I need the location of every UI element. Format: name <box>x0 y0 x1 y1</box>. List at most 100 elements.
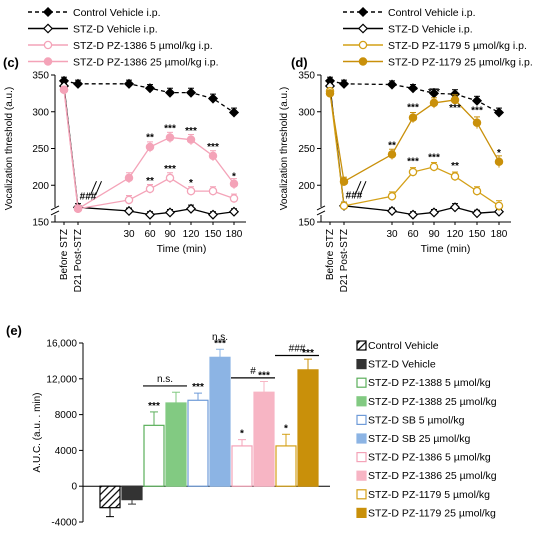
y-axis-title: Vocalization threshold (a.u.) <box>4 87 15 210</box>
data-point <box>429 98 439 108</box>
line-panel-c: Control Vehicle i.p. STZ-D Vehicle i.p. ST… <box>3 6 246 292</box>
data-point <box>428 207 440 218</box>
significance-label: ** <box>146 132 154 143</box>
x-tick-label: 180 <box>226 229 243 240</box>
x-tick-label: Before STZ <box>59 229 70 280</box>
data-point <box>72 78 84 89</box>
data-point <box>471 95 483 106</box>
data-point <box>387 150 397 159</box>
data-point <box>229 194 239 203</box>
data-point <box>407 209 419 220</box>
significance-label: *** <box>471 105 483 116</box>
legend-swatch <box>356 340 367 351</box>
y-tick-label: 200 <box>298 181 315 192</box>
data-point <box>208 186 218 196</box>
data-point <box>387 192 397 201</box>
y-tick-label: 300 <box>298 107 315 118</box>
axis-break-mask <box>318 206 324 215</box>
series-3 <box>325 89 504 186</box>
data-point <box>145 142 155 152</box>
legend-label: STZ-D PZ-1179 25 µmol/kg <box>368 507 496 519</box>
data-point <box>386 79 398 90</box>
data-point <box>145 184 155 194</box>
significance-label: ### <box>80 191 97 202</box>
comparison-label: ### <box>289 344 306 355</box>
significance-label: *** <box>258 370 270 381</box>
y-tick-label: 250 <box>32 144 49 155</box>
data-point <box>59 85 69 94</box>
series-0 <box>324 75 505 118</box>
data-point <box>144 209 156 220</box>
y-tick-label: 200 <box>32 181 49 192</box>
data-point <box>165 173 175 183</box>
data-point <box>185 87 197 98</box>
legend-swatch <box>356 359 367 370</box>
significance-label: *** <box>407 157 419 168</box>
significance-label: *** <box>449 103 461 114</box>
y-tick-label: 4000 <box>55 446 78 457</box>
legend-swatch <box>356 433 367 444</box>
axis-break-mask <box>52 206 58 215</box>
data-point <box>494 201 504 211</box>
data-point <box>124 173 134 183</box>
data-point <box>493 206 505 217</box>
data-point <box>164 87 176 98</box>
x-tick-label: D21 Post-STZ <box>339 229 350 292</box>
significance-label: ** <box>146 176 154 187</box>
data-point <box>386 205 398 217</box>
data-point <box>471 208 483 219</box>
series-3 <box>59 85 239 214</box>
legend-label: STZ-D PZ-1179 5 µmol/kg <box>368 489 490 501</box>
data-point <box>449 202 461 213</box>
legend-label: STZ-D PZ-1386 5 µmol/kg i.p. <box>73 40 213 52</box>
significance-label: *** <box>428 152 440 163</box>
data-point <box>144 83 156 94</box>
bar <box>99 485 121 509</box>
panel-label: (e) <box>6 323 22 338</box>
x-tick-label: D21 Post-STZ <box>73 229 84 292</box>
axis-break-mark <box>316 205 326 211</box>
legend-swatch <box>356 470 367 481</box>
legend-marker <box>357 23 369 34</box>
significance-label: *** <box>302 348 314 359</box>
data-point <box>339 201 349 211</box>
significance-label: ** <box>451 161 459 172</box>
legend-label: Control Vehicle i.p. <box>388 7 476 19</box>
series-0 <box>58 75 240 118</box>
legend-marker <box>42 6 54 18</box>
series-line <box>329 80 500 114</box>
x-tick-label: 30 <box>123 229 135 240</box>
legend-swatch <box>356 396 367 407</box>
axis-break-mark <box>50 210 60 216</box>
data-point <box>408 167 418 177</box>
data-point <box>450 95 460 105</box>
significance-label: *** <box>148 401 160 412</box>
legend-label: STZ-D PZ-1386 25 µmol/kg <box>368 470 497 482</box>
y-tick-label: 350 <box>298 71 315 82</box>
legend-label: STZ-D PZ-1179 5 µmol/kg i.p. <box>388 40 527 52</box>
legend-label: STZ-D SB 25 µmol/kg <box>368 433 470 445</box>
significance-label: * <box>284 423 288 434</box>
data-point <box>325 89 335 98</box>
y-tick-label: 8000 <box>55 410 78 421</box>
data-point <box>207 93 219 104</box>
comparison-label: # <box>250 366 256 377</box>
y-tick-label: 300 <box>32 107 49 118</box>
legend-marker <box>43 40 53 50</box>
significance-label: *** <box>407 102 419 113</box>
y-axis-title: Vocalization threshold (a.u.) <box>279 87 290 210</box>
line-break-mark <box>95 180 102 196</box>
bar-panel-e: (e) -4000 0 4000 8000 12,000 16,000 A.U.C. (a.u… <box>6 323 497 529</box>
significance-label: *** <box>164 124 176 135</box>
data-point <box>207 209 219 220</box>
bar <box>231 445 253 487</box>
legend-marker <box>42 23 54 34</box>
x-tick-label: 150 <box>205 229 222 240</box>
bar <box>209 356 231 487</box>
comparison-label: n.s. <box>212 332 228 343</box>
legend-swatch <box>356 452 367 463</box>
bar <box>297 369 319 487</box>
legend-label: STZ-D PZ-1179 25 µmol/kg i.p. <box>388 56 533 68</box>
y-axis-title: A.U.C. (a.u. . min) <box>32 392 43 472</box>
